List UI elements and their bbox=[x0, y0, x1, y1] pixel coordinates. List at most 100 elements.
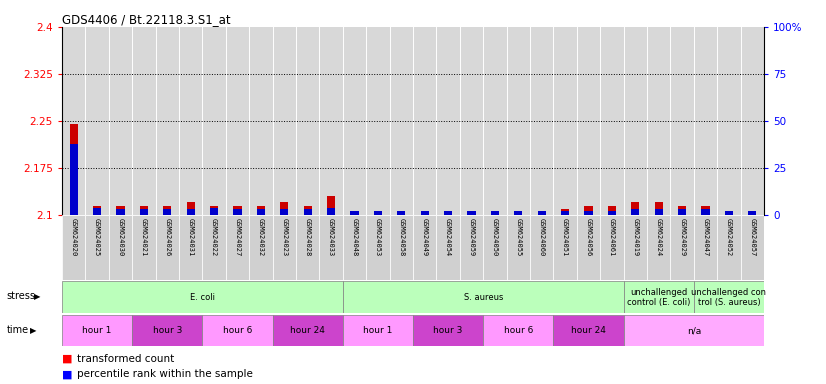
Bar bbox=[327, 196, 335, 215]
Bar bbox=[413, 215, 436, 280]
Text: GSM624028: GSM624028 bbox=[305, 218, 311, 257]
Text: ▶: ▶ bbox=[30, 326, 36, 335]
Text: GSM624033: GSM624033 bbox=[328, 218, 334, 257]
Bar bbox=[694, 281, 764, 313]
Bar bbox=[725, 211, 733, 215]
Text: GSM624029: GSM624029 bbox=[679, 218, 685, 257]
Text: GSM624019: GSM624019 bbox=[633, 218, 638, 257]
Text: GSM624051: GSM624051 bbox=[563, 218, 568, 257]
Text: unchallenged con
trol (S. aureus): unchallenged con trol (S. aureus) bbox=[691, 288, 767, 307]
Text: stress: stress bbox=[7, 291, 36, 301]
Text: GSM624027: GSM624027 bbox=[235, 218, 240, 257]
Bar bbox=[601, 215, 624, 280]
Text: hour 24: hour 24 bbox=[290, 326, 325, 335]
Bar bbox=[234, 209, 241, 215]
Bar bbox=[374, 211, 382, 215]
Text: n/a: n/a bbox=[686, 326, 701, 335]
Bar bbox=[164, 209, 171, 215]
Bar bbox=[350, 211, 358, 215]
Bar bbox=[304, 205, 311, 215]
Bar bbox=[109, 215, 132, 280]
Bar bbox=[62, 281, 343, 313]
Bar bbox=[506, 215, 530, 280]
Text: hour 6: hour 6 bbox=[223, 326, 252, 335]
Bar bbox=[273, 315, 343, 346]
Bar bbox=[647, 215, 671, 280]
Bar bbox=[62, 215, 85, 280]
Bar bbox=[701, 209, 710, 215]
Bar bbox=[320, 215, 343, 280]
Bar bbox=[468, 211, 476, 215]
Bar bbox=[202, 215, 225, 280]
Bar bbox=[116, 209, 125, 215]
Bar bbox=[179, 215, 202, 280]
Bar bbox=[624, 215, 647, 280]
Text: GSM624022: GSM624022 bbox=[211, 218, 217, 257]
Bar bbox=[343, 215, 366, 280]
Text: E. coli: E. coli bbox=[190, 293, 215, 302]
Text: GSM624055: GSM624055 bbox=[515, 218, 521, 257]
Text: GSM624021: GSM624021 bbox=[141, 218, 147, 257]
Text: ■: ■ bbox=[62, 369, 73, 379]
Bar bbox=[515, 211, 522, 215]
Bar bbox=[225, 215, 249, 280]
Text: hour 24: hour 24 bbox=[571, 326, 606, 335]
Bar bbox=[561, 209, 569, 215]
Text: ▶: ▶ bbox=[34, 292, 40, 301]
Bar bbox=[585, 205, 592, 215]
Bar bbox=[187, 209, 195, 215]
Bar bbox=[140, 205, 148, 215]
Bar bbox=[210, 205, 218, 215]
Text: unchallenged
control (E. coli): unchallenged control (E. coli) bbox=[627, 288, 691, 307]
Bar bbox=[202, 315, 273, 346]
Text: hour 3: hour 3 bbox=[153, 326, 182, 335]
Bar bbox=[631, 202, 639, 215]
Bar bbox=[343, 281, 624, 313]
Bar bbox=[296, 215, 320, 280]
Bar bbox=[140, 209, 148, 215]
Bar bbox=[608, 211, 616, 215]
Bar bbox=[187, 202, 195, 215]
Text: S. aureus: S. aureus bbox=[463, 293, 503, 302]
Bar bbox=[413, 315, 483, 346]
Text: GSM624059: GSM624059 bbox=[468, 218, 474, 257]
Bar bbox=[249, 215, 273, 280]
Text: GSM624024: GSM624024 bbox=[656, 218, 662, 257]
Bar bbox=[234, 205, 241, 215]
Text: GSM624047: GSM624047 bbox=[703, 218, 709, 257]
Bar bbox=[538, 211, 546, 215]
Bar bbox=[420, 211, 429, 215]
Bar bbox=[483, 315, 553, 346]
Bar bbox=[93, 205, 101, 215]
Bar bbox=[273, 215, 296, 280]
Bar bbox=[624, 315, 764, 346]
Bar bbox=[701, 205, 710, 215]
Bar bbox=[655, 209, 662, 215]
Bar bbox=[397, 211, 406, 215]
Bar bbox=[748, 211, 757, 215]
Text: GSM624032: GSM624032 bbox=[258, 218, 263, 257]
Bar bbox=[530, 215, 553, 280]
Bar bbox=[694, 215, 717, 280]
Text: GSM624026: GSM624026 bbox=[164, 218, 170, 257]
Bar bbox=[553, 315, 624, 346]
Bar bbox=[116, 205, 125, 215]
Bar bbox=[366, 215, 390, 280]
Text: GDS4406 / Bt.22118.3.S1_at: GDS4406 / Bt.22118.3.S1_at bbox=[62, 13, 230, 26]
Text: GSM624052: GSM624052 bbox=[726, 218, 732, 257]
Bar bbox=[62, 315, 132, 346]
Bar bbox=[327, 207, 335, 215]
Text: time: time bbox=[7, 325, 29, 335]
Text: GSM624049: GSM624049 bbox=[422, 218, 428, 257]
Bar bbox=[671, 215, 694, 280]
Text: hour 6: hour 6 bbox=[504, 326, 533, 335]
Bar bbox=[304, 209, 311, 215]
Bar bbox=[460, 215, 483, 280]
Bar bbox=[343, 315, 413, 346]
Text: transformed count: transformed count bbox=[77, 354, 174, 364]
Bar bbox=[69, 124, 78, 215]
Text: hour 1: hour 1 bbox=[363, 326, 392, 335]
Bar bbox=[280, 209, 288, 215]
Bar bbox=[132, 315, 202, 346]
Text: ■: ■ bbox=[62, 354, 73, 364]
